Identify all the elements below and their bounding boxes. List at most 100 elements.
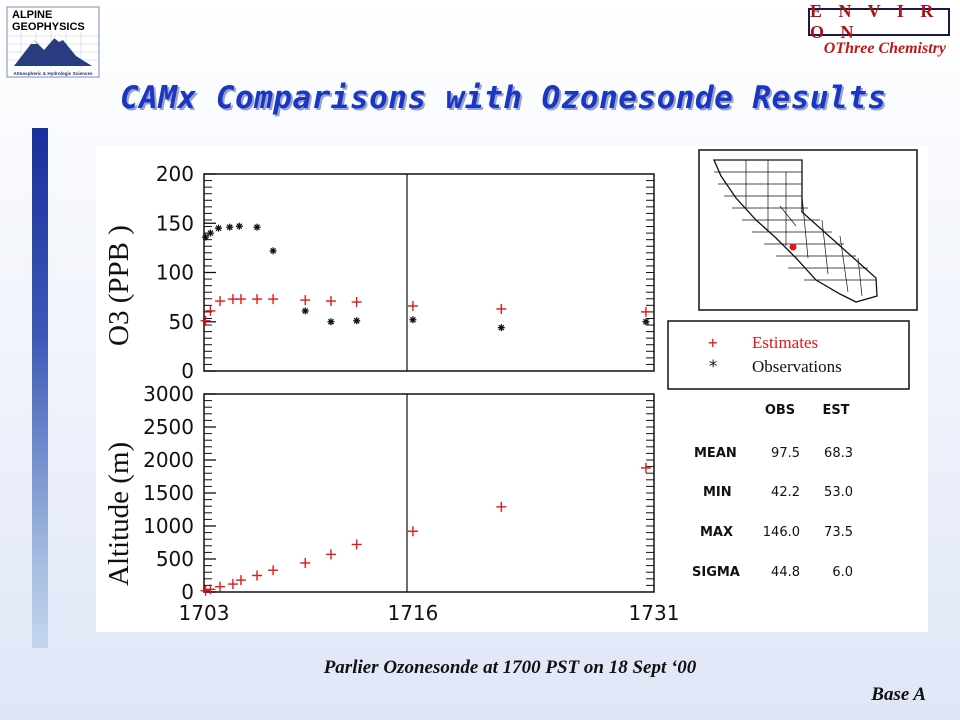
- estimate-marker: [300, 557, 311, 568]
- observation-marker: [202, 233, 210, 241]
- stats-row-est: 53.0: [824, 485, 853, 500]
- estimate-marker: [407, 526, 418, 537]
- estimate-marker: [640, 306, 651, 317]
- estimate-marker: [351, 539, 362, 550]
- ozonesonde-chart: 0 50 100 150 200 O3 (PPB ) 0 500 1000 1500 2000 2…: [103, 149, 918, 625]
- o3-y-axis-label: O3 (PPB ): [103, 225, 135, 346]
- estimate-marker: [351, 297, 362, 308]
- stats-row-label: MIN: [703, 485, 732, 500]
- x-tick-labels: 1703 1716 1731: [179, 601, 680, 625]
- observation-marker: [409, 316, 417, 324]
- stats-header-obs: OBS: [765, 403, 795, 418]
- observation-marker: [235, 222, 243, 230]
- estimate-marker: [496, 303, 507, 314]
- chart-panel: 0 50 100 150 200 O3 (PPB ) 0 500 1000 1500 2000 2…: [96, 146, 928, 632]
- observation-marker: [327, 318, 335, 326]
- stats-row-obs: 44.8: [771, 565, 800, 580]
- altitude-plot-frame: [203, 393, 655, 593]
- estimate-marker: [268, 565, 279, 576]
- logo-subtitle: Atmospheric & Hydrologic Sciences: [13, 71, 93, 76]
- legend-estimates-label: Estimates: [752, 333, 818, 352]
- estimate-marker: [235, 294, 246, 305]
- estimate-marker: [205, 305, 216, 316]
- legend-box: [667, 320, 910, 390]
- y-tick-label: 50: [169, 310, 194, 334]
- observation-marker: [301, 307, 309, 315]
- california-map-inset: [698, 149, 918, 311]
- county-lines: [714, 160, 876, 297]
- estimate-marker: [325, 549, 336, 560]
- o3-plot: 0 50 100 150 200 O3 (PPB ): [103, 162, 655, 383]
- y-tick-label: 0: [181, 580, 194, 604]
- map-frame: [698, 149, 918, 311]
- observation-marker: [253, 223, 261, 231]
- footer-label: Base A: [871, 684, 926, 705]
- observation-marker: [269, 247, 277, 255]
- estimate-marker: [252, 294, 263, 305]
- legend: + Estimates * Observations: [667, 320, 910, 390]
- slide-title: CAMx Comparisons with Ozonesonde Results: [120, 80, 887, 116]
- o3-minor-ticks: [204, 180, 654, 365]
- california-outline: [713, 159, 878, 303]
- chart-caption: Parlier Ozonesonde at 1700 PST on 18 Sep…: [323, 657, 697, 678]
- estimate-marker: [215, 296, 226, 307]
- altitude-minor-ticks: [204, 400, 654, 586]
- estimate-marker: [300, 295, 311, 306]
- stats-row-est: 68.3: [824, 446, 853, 461]
- parlier-location-marker: [789, 243, 797, 251]
- y-tick-label: 3000: [143, 382, 194, 406]
- x-tick-label: 1716: [387, 601, 438, 625]
- observation-marker: [497, 324, 505, 332]
- observation-marker: [226, 223, 234, 231]
- stats-row-label: MEAN: [694, 446, 737, 461]
- estimate-marker: [496, 501, 507, 512]
- legend-observations-symbol: *: [708, 357, 718, 377]
- o3-plot-frame: [203, 173, 655, 372]
- y-tick-label: 1000: [143, 514, 194, 538]
- observation-marker: [214, 224, 222, 232]
- altitude-data-marks: [200, 462, 651, 596]
- stats-row-label: SIGMA: [692, 565, 740, 580]
- y-tick-label: 500: [156, 547, 194, 571]
- altitude-y-axis-label: Altitude (m): [103, 442, 135, 586]
- stats-row-obs: 146.0: [763, 525, 800, 540]
- estimate-marker: [235, 575, 246, 586]
- o3-y-tick-labels: 0 50 100 150 200: [156, 162, 216, 383]
- x-tick-label: 1703: [179, 601, 230, 625]
- environ-logo: E N V I R O N: [808, 1, 950, 42]
- stats-row-obs: 97.5: [771, 446, 800, 461]
- o3-data-marks: [200, 222, 651, 332]
- alpine-geophysics-logo: ALPINE GEOPHYSICS Atmospheric & Hydrolog…: [6, 6, 100, 78]
- x-tick-label: 1731: [629, 601, 680, 625]
- y-tick-label: 200: [156, 162, 194, 186]
- estimate-marker: [407, 300, 418, 311]
- y-tick-label: 2000: [143, 448, 194, 472]
- stats-header-est: EST: [822, 403, 849, 418]
- stats-row-est: 73.5: [824, 525, 853, 540]
- decorative-sidebar-bar: [32, 128, 48, 648]
- legend-estimates-symbol: +: [708, 333, 718, 352]
- y-tick-label: 150: [156, 211, 194, 235]
- observation-marker: [642, 318, 650, 326]
- estimate-marker: [200, 315, 211, 326]
- estimate-marker: [268, 294, 279, 305]
- estimate-marker: [200, 585, 211, 596]
- estimate-marker: [325, 296, 336, 307]
- observation-marker: [206, 229, 214, 237]
- stats-row-label: MAX: [700, 525, 733, 540]
- estimate-marker: [205, 584, 216, 595]
- stats-table: OBS EST MEAN 97.5 68.3 MIN 42.2 53.0 MAX…: [692, 403, 853, 580]
- legend-observations-label: Observations: [752, 357, 842, 376]
- estimate-marker: [252, 570, 263, 581]
- y-tick-label: 1500: [143, 481, 194, 505]
- stats-row-obs: 42.2: [771, 485, 800, 500]
- observation-marker: [353, 317, 361, 325]
- estimate-marker: [227, 579, 238, 590]
- stats-row-est: 6.0: [832, 565, 853, 580]
- logo-line1: ALPINE: [12, 9, 52, 21]
- othree-chemistry-label: OThree Chemistry: [823, 40, 946, 57]
- y-tick-label: 0: [181, 359, 194, 383]
- altitude-y-tick-labels: 0 500 1000 1500 2000 2500 3000: [143, 382, 216, 604]
- altitude-plot: 0 500 1000 1500 2000 2500 3000 Altitude (m) 17…: [103, 382, 679, 625]
- y-tick-label: 2500: [143, 415, 194, 439]
